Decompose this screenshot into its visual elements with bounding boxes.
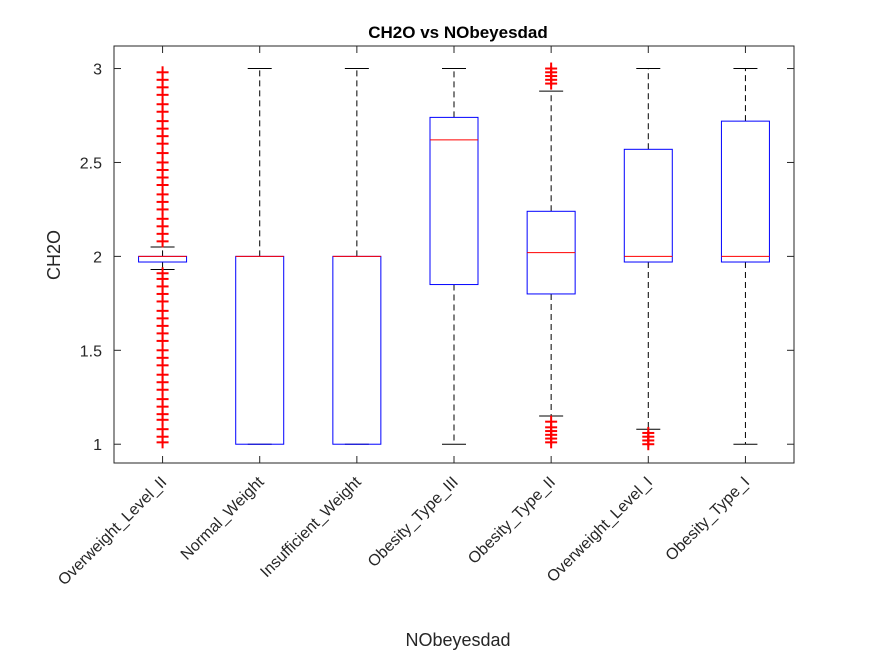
box-group-Obesity_Type_II: [526, 62, 576, 449]
y-axis-label: CH2O: [44, 230, 64, 280]
iqr-box: [429, 116, 479, 286]
y-tick-label: 2.5: [80, 155, 102, 172]
outlier-marker: [156, 66, 169, 79]
box-group-Obesity_Type_III: [429, 68, 479, 445]
iqr-box: [623, 148, 673, 263]
x-tick-label: Overweight_Level_II: [55, 474, 170, 589]
x-tick-label: Insufficient_Weight: [257, 473, 365, 581]
iqr-box: [138, 255, 188, 263]
y-tick-label: 3: [93, 62, 102, 79]
outlier-marker: [545, 62, 558, 75]
box-group-Insufficient_Weight: [332, 68, 382, 445]
chart-title: CH2O vs NObeyesdad: [368, 23, 548, 42]
iqr-box: [332, 255, 382, 445]
x-tick-label: Obesity_Type_III: [365, 474, 462, 571]
x-tick-label: Obesity_Type_II: [465, 474, 559, 568]
x-tick-label: Overweight_Level_I: [544, 474, 656, 586]
x-tick-label: Obesity_Type_I: [663, 474, 754, 565]
y-tick-label: 1.5: [80, 343, 102, 360]
y-tick-label: 1: [93, 437, 102, 454]
box-group-Overweight_Level_I: [623, 68, 673, 451]
box-group-Obesity_Type_I: [720, 68, 770, 445]
x-axis-label: NObeyesdad: [405, 630, 510, 650]
outlier-marker: [545, 415, 558, 428]
x-tick-label: Normal_Weight: [178, 473, 268, 563]
y-tick-label: 2: [93, 249, 102, 266]
box-group-Overweight_Level_II: [138, 66, 188, 449]
iqr-box: [720, 120, 770, 263]
box-group-Normal_Weight: [235, 68, 285, 445]
outlier-marker: [642, 426, 655, 439]
outlier-marker: [156, 267, 169, 280]
plot-area: 1 1.5 2 2.5 3 Overweight_Level_II Normal_Weigh…: [55, 45, 795, 589]
iqr-box: [235, 255, 285, 445]
